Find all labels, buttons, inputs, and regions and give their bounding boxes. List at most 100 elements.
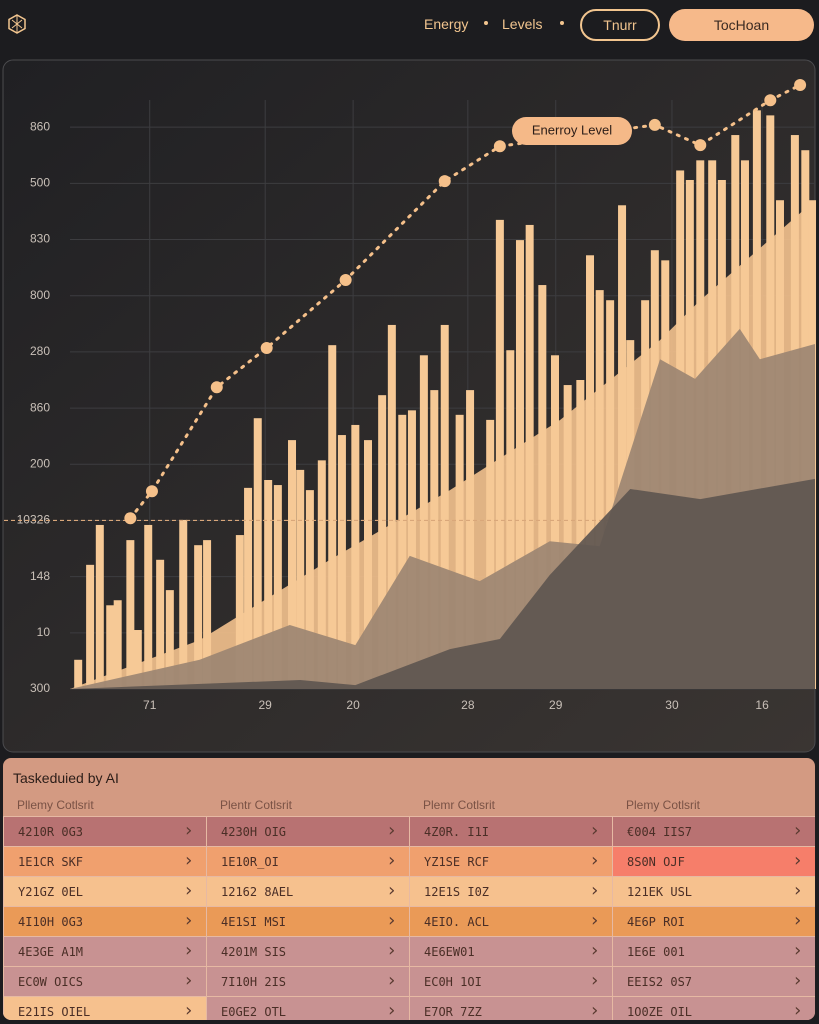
table-cell[interactable]: 12162 8AEL	[206, 877, 409, 906]
bar	[538, 285, 547, 689]
table-cell[interactable]: EC0W OICS	[3, 967, 206, 996]
bar	[515, 240, 524, 689]
table-cell[interactable]: 4Z0R. I1I	[409, 817, 612, 846]
bar	[407, 410, 416, 689]
table-cell[interactable]: 4E3GE A1M	[3, 937, 206, 966]
y-tick-label: 860	[30, 400, 50, 414]
bar	[419, 355, 428, 689]
table-cell[interactable]: EEIS2 0S7	[612, 967, 815, 996]
bar	[466, 390, 475, 689]
y-tick-label: 148	[30, 569, 50, 583]
table-cell[interactable]: 4E1SI MSI	[206, 907, 409, 936]
line	[128, 83, 802, 520]
table-cell[interactable]: Y21GZ 0EL	[3, 877, 206, 906]
table-cell[interactable]: 7I10H 2IS	[206, 967, 409, 996]
nav-link[interactable]: Energy	[424, 16, 469, 32]
bar	[364, 440, 372, 689]
table-grid: Pllemy Cotlsrit Plentr Cotlsrit Plemr Cotl…	[3, 794, 815, 1020]
table-cell[interactable]: YZ1SE RCF	[409, 847, 612, 876]
line-point	[493, 140, 506, 153]
x-tick-label: 71	[143, 698, 157, 712]
bar	[235, 535, 244, 689]
bar	[430, 390, 439, 689]
chart: 860 500 830 800 280 860 200 10326 148 10 300 71 29 20…	[2, 14, 817, 753]
nav-dot	[560, 21, 564, 25]
bar	[273, 485, 282, 689]
table-row: 4210R 0G34230H OIG4Z0R. I1I€004 IIS7	[3, 816, 815, 846]
y-tick-label: 10326	[17, 513, 51, 527]
logo	[8, 14, 26, 34]
button[interactable]: Tnurr	[580, 9, 660, 41]
line-point	[438, 175, 451, 188]
bar	[486, 419, 495, 689]
bar	[156, 559, 165, 689]
y-tick-label: 500	[30, 176, 50, 190]
bar	[606, 300, 615, 689]
table-cell[interactable]: 1E6E 001	[612, 937, 815, 966]
line-point	[694, 139, 707, 152]
column-header: Plentr Cotlsrit	[220, 798, 293, 812]
y-tick-label: 860	[30, 119, 50, 133]
annotation-text: Enerroy Level	[532, 122, 612, 137]
bar	[133, 630, 142, 689]
table-cell[interactable]: 8S0N OJF	[612, 847, 815, 876]
bar	[296, 469, 305, 689]
bar	[203, 540, 212, 689]
bar	[126, 540, 135, 689]
bar	[264, 480, 273, 689]
bar	[387, 324, 396, 689]
button[interactable]: TocHoan	[669, 9, 814, 41]
table-cell[interactable]: 4230H OIG	[206, 817, 409, 846]
table-cell[interactable]: 4EIO. ACL	[409, 907, 612, 936]
table-cell[interactable]: 4210R 0G3	[3, 817, 206, 846]
bar	[595, 290, 604, 689]
column-header: Plemr Cotlsrit	[423, 798, 496, 812]
y-tick-label: 830	[30, 232, 50, 246]
table-cell[interactable]: 12E1S I0Z	[409, 877, 612, 906]
line-point	[764, 94, 777, 107]
table-cell[interactable]: 4I10H 0G3	[3, 907, 206, 936]
bar	[144, 524, 153, 689]
table-cell[interactable]: 1E10R_OI	[206, 847, 409, 876]
column-header: Plemy Cotlsrit	[626, 798, 701, 812]
bar	[179, 519, 188, 689]
table-cell[interactable]: E21IS OIEL	[3, 997, 206, 1020]
y-tick-label: 300	[30, 681, 50, 695]
line-point	[260, 341, 273, 354]
table-cell[interactable]: EC0H 1OI	[409, 967, 612, 996]
x-tick-label: 29	[259, 698, 273, 712]
table-row: 4I10H 0G34E1SI MSI4EIO. ACL4E6P ROI	[3, 906, 815, 936]
table-cell[interactable]: E7OR 7ZZ	[409, 997, 612, 1020]
bar	[328, 345, 337, 689]
nav-link[interactable]: Levels	[502, 16, 543, 32]
bar	[95, 524, 104, 689]
table-title: Taskeduied by AI	[13, 770, 119, 786]
bar	[440, 324, 449, 689]
line-point	[210, 381, 223, 394]
bar	[86, 564, 95, 689]
bar	[74, 659, 83, 689]
table-cell[interactable]: 1E1CR SKF	[3, 847, 206, 876]
table-cell[interactable]: 4E6EW01	[409, 937, 612, 966]
y-tick-label: 200	[30, 456, 50, 470]
annotation: Enerroy Level	[512, 117, 632, 145]
x-tick-label: 30	[665, 698, 679, 712]
bar	[351, 424, 360, 689]
bar	[113, 600, 122, 689]
bar	[550, 355, 559, 689]
x-tick-label: 20	[346, 698, 360, 712]
table-row: 4E3GE A1M4201M SIS4E6EW011E6E 001	[3, 936, 815, 966]
line-point	[794, 79, 807, 92]
y-tick-label: 800	[30, 288, 50, 302]
table-cell[interactable]: 4E6P ROI	[612, 907, 815, 936]
x-tick-label: 16	[755, 698, 769, 712]
table-cell[interactable]: €004 IIS7	[612, 817, 815, 846]
table-cell[interactable]: E0GE2 OTL	[206, 997, 409, 1020]
line-point	[339, 273, 352, 286]
bar	[563, 385, 572, 689]
table-cell[interactable]: 1O0ZE OIL	[612, 997, 815, 1020]
table-row: Y21GZ 0EL12162 8AEL12E1S I0Z121EK USL	[3, 876, 815, 906]
table-cell[interactable]: 4201M SIS	[206, 937, 409, 966]
table-cell[interactable]: 121EK USL	[612, 877, 815, 906]
